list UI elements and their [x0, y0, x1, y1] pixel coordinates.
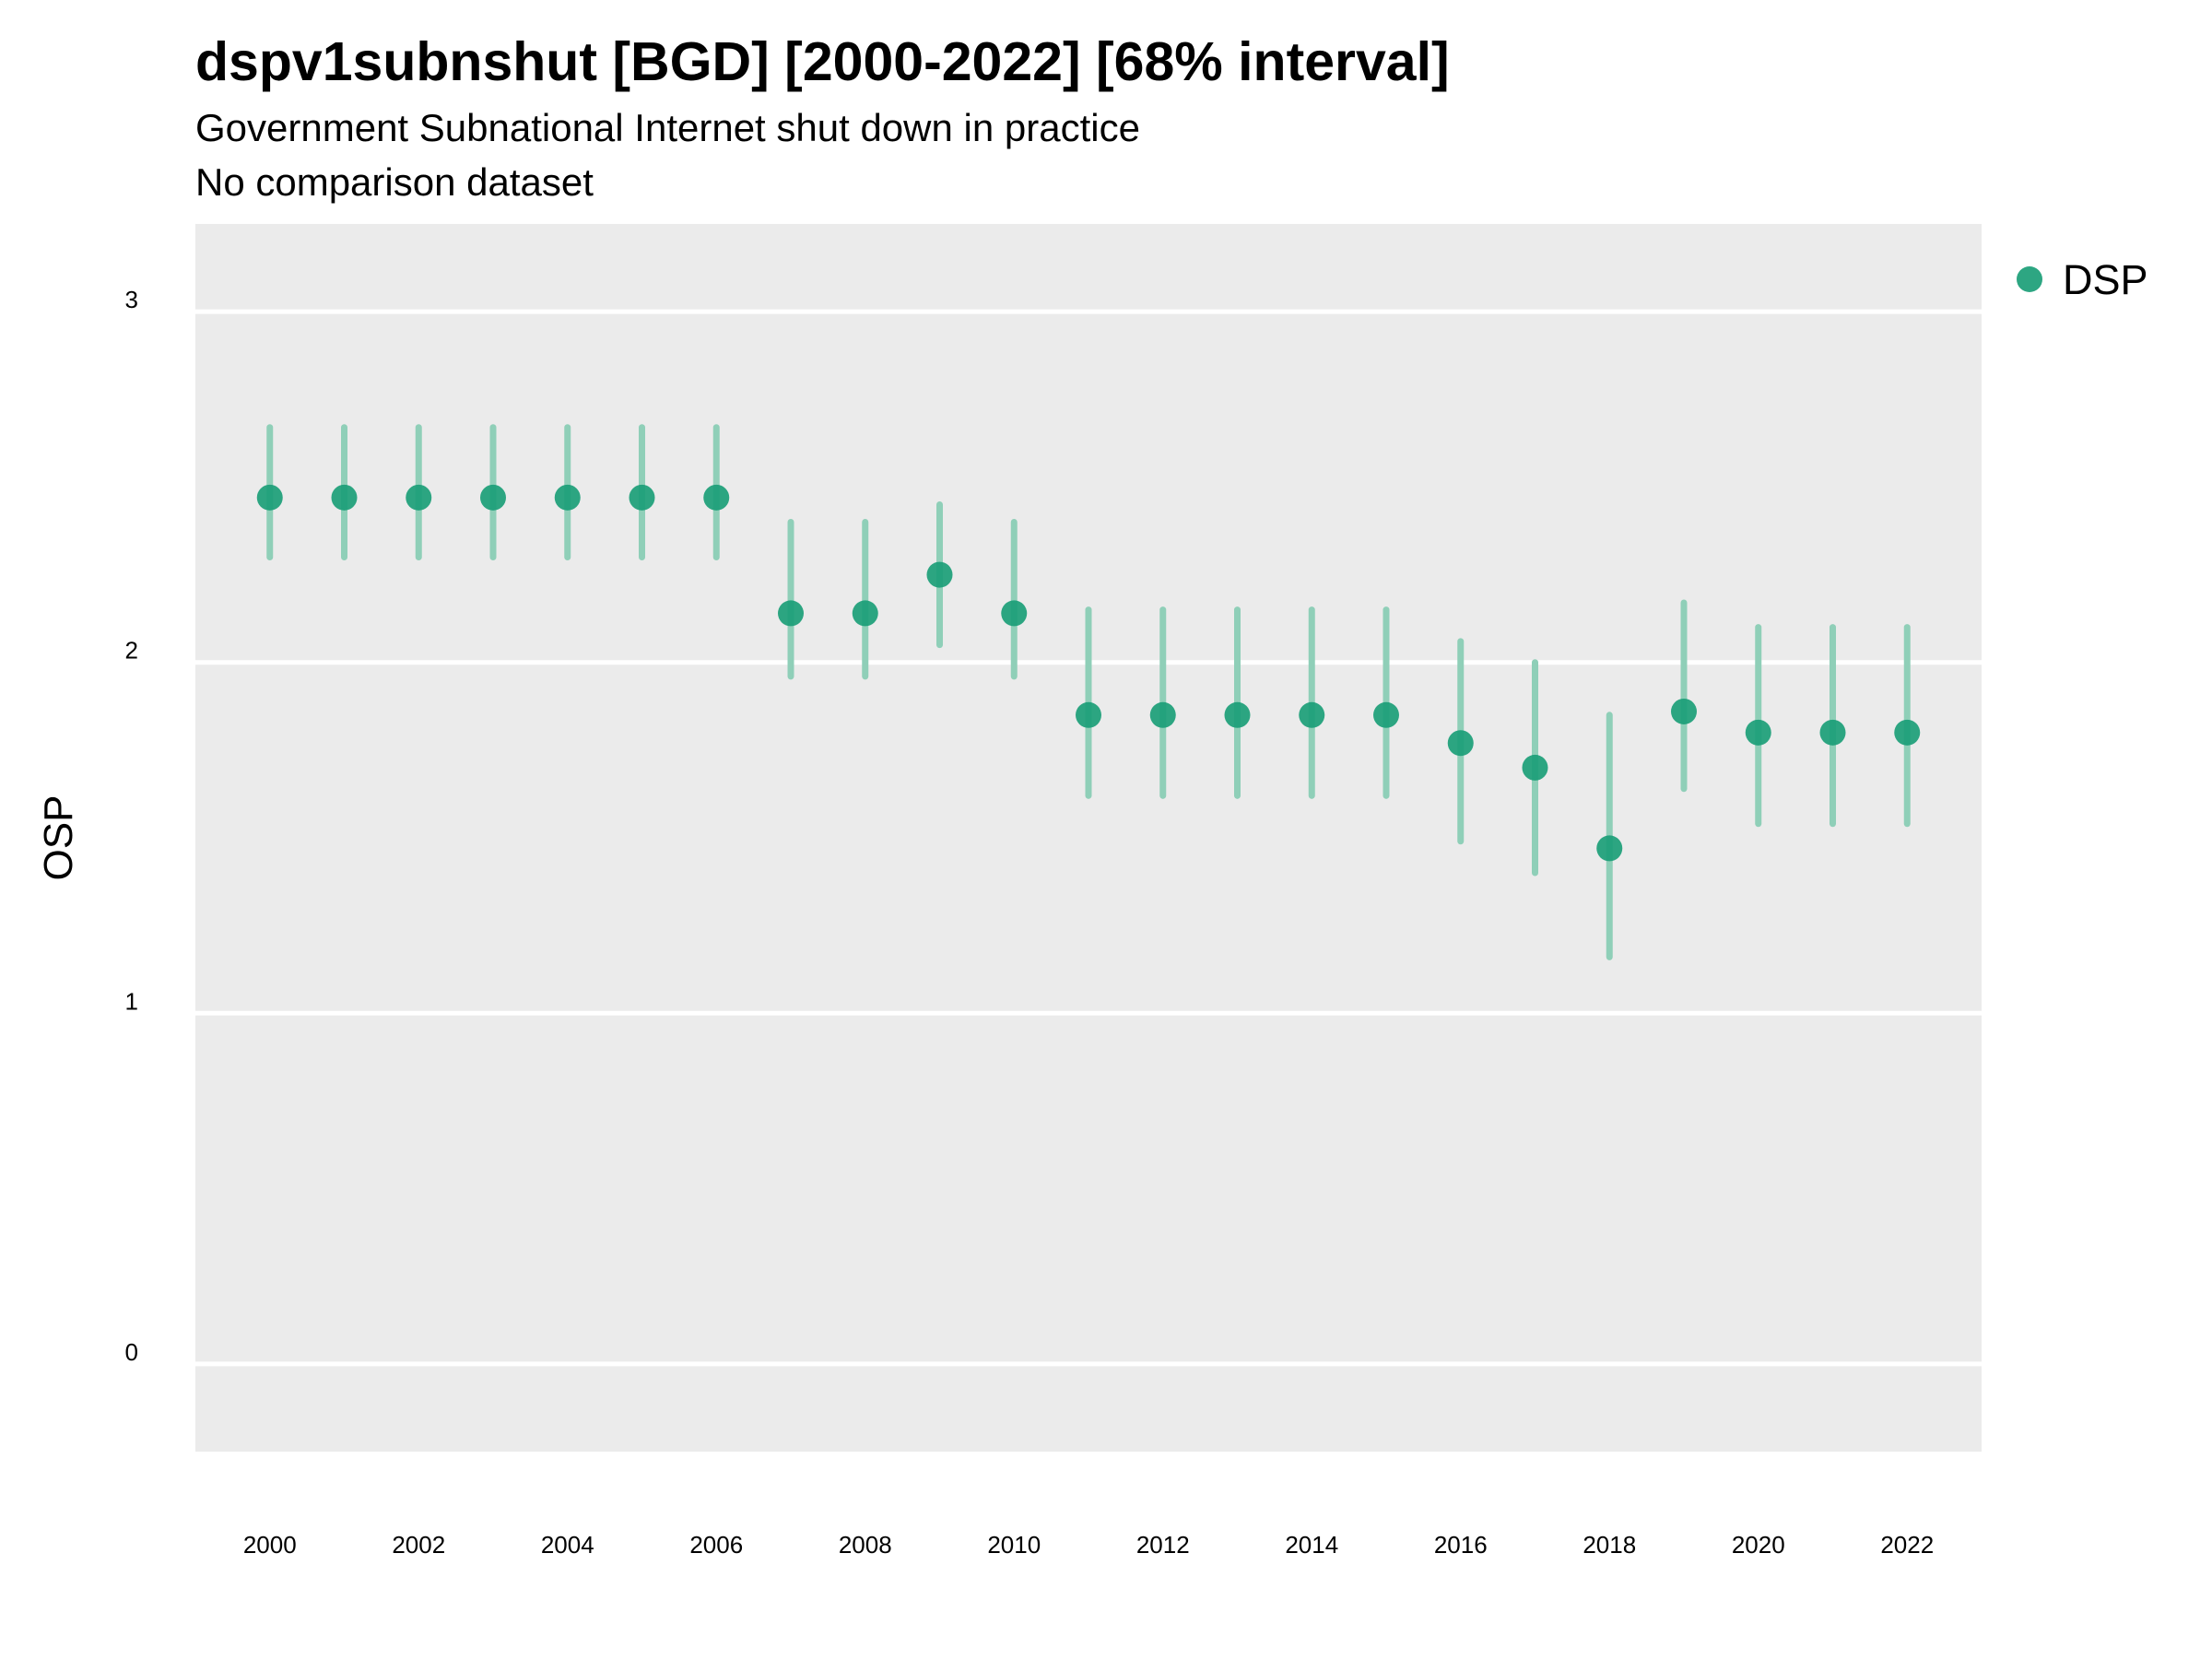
chart-title: dspv1subnshut [BGD] [2000-2022] [68% int… — [195, 31, 1450, 92]
data-point — [778, 600, 804, 627]
plot-panel — [195, 224, 1982, 1452]
data-point — [1373, 701, 1399, 728]
x-tick-label: 2018 — [1583, 1531, 1636, 1559]
x-tick-label: 2012 — [1136, 1531, 1190, 1559]
data-point — [703, 484, 730, 511]
data-point — [1149, 701, 1176, 728]
data-point — [1671, 698, 1697, 724]
y-tick-label: 2 — [125, 637, 138, 665]
legend: DSP — [2017, 256, 2148, 303]
legend-label-dsp: DSP — [2063, 256, 2148, 303]
legend-key-dsp — [2017, 266, 2042, 292]
data-point — [406, 484, 432, 511]
data-point — [480, 484, 506, 511]
x-tick-label: 2014 — [1285, 1531, 1338, 1559]
data-point — [331, 484, 358, 511]
data-point — [1299, 701, 1325, 728]
x-tick-labels: 2000 2002 2004 2006 2008 2010 2012 2014 2016 2018… — [243, 1531, 1934, 1559]
x-tick-label: 2002 — [392, 1531, 445, 1559]
chart-subtitle-line-2: No comparison dataset — [195, 160, 594, 204]
data-point — [852, 600, 878, 627]
x-tick-label: 2010 — [987, 1531, 1041, 1559]
data-point — [926, 561, 953, 588]
y-axis-title: OSP — [36, 795, 81, 881]
x-tick-label: 2016 — [1434, 1531, 1488, 1559]
data-point — [1224, 701, 1251, 728]
y-tick-label: 1 — [125, 987, 138, 1015]
data-point — [1447, 730, 1474, 757]
x-tick-label: 2004 — [541, 1531, 594, 1559]
data-point — [554, 484, 581, 511]
data-point — [1819, 719, 1846, 746]
data-point — [629, 484, 655, 511]
data-point — [1745, 719, 1771, 746]
x-tick-label: 2008 — [839, 1531, 892, 1559]
y-tick-labels: 0 1 2 3 — [125, 286, 138, 1366]
x-tick-label: 2022 — [1880, 1531, 1934, 1559]
chart-subtitle-line-1: Government Subnational Internet shut dow… — [195, 106, 1140, 149]
x-tick-label: 2000 — [243, 1531, 297, 1559]
data-point — [256, 484, 283, 511]
data-point — [1596, 835, 1623, 862]
x-tick-label: 2020 — [1732, 1531, 1785, 1559]
data-point — [1001, 600, 1028, 627]
data-point — [1894, 719, 1921, 746]
y-tick-label: 3 — [125, 286, 138, 313]
data-point — [1522, 754, 1548, 781]
y-tick-label: 0 — [125, 1338, 138, 1366]
x-tick-label: 2006 — [689, 1531, 743, 1559]
data-point — [1076, 701, 1101, 728]
data-points — [256, 484, 1921, 862]
